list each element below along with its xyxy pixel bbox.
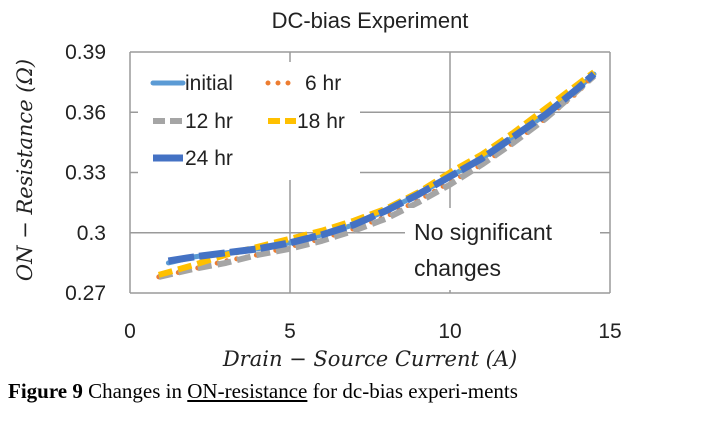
y-tick-label: 0.39	[65, 41, 106, 64]
legend: initial 6 hr 12 hr 18 hr 24 hr	[138, 62, 360, 180]
annotation-box: No significant changes	[405, 208, 600, 290]
y-axis-label: ON − Resistance (Ω)	[13, 59, 37, 281]
y-tick-label: 0.27	[65, 282, 106, 305]
x-tick-label: 15	[598, 320, 621, 343]
x-tick-label: 10	[438, 320, 461, 343]
legend-label-12hr: 12 hr	[185, 110, 233, 133]
y-tick-label: 0.33	[65, 162, 106, 185]
x-tick-label: 5	[284, 320, 296, 343]
caption-figure-label: Figure 9	[8, 379, 83, 403]
legend-label-18hr: 18 hr	[297, 110, 345, 133]
caption-text-after: for dc-bias experi-ments	[307, 379, 518, 403]
y-tick-label: 0.3	[77, 222, 106, 245]
annotation-background	[405, 208, 600, 290]
x-tick-label: 0	[124, 320, 136, 343]
caption-underlined-term: ON-resistance	[187, 379, 308, 403]
legend-label-24hr: 24 hr	[185, 147, 233, 170]
annotation-line-1: No significant	[414, 219, 553, 245]
legend-label-initial: initial	[185, 72, 233, 95]
series-lines	[156, 69, 597, 280]
figure-caption: Figure 9 Changes in ON-resistance for dc…	[8, 378, 648, 404]
chart-title: DC-bias Experiment	[272, 8, 469, 33]
annotation-line-2: changes	[414, 255, 501, 281]
y-tick-label: 0.36	[65, 101, 106, 124]
caption-text-before: Changes in	[82, 379, 188, 403]
series-line-12hr	[158, 73, 596, 280]
series-line-24hr	[167, 71, 597, 265]
chart: 0.27 0.3 0.33 0.36 0.39 0 5 10 15 DC-bias Experi…	[13, 8, 622, 371]
x-axis-label: Drain − Source Current (A)	[222, 347, 517, 371]
legend-label-6hr: 6 hr	[305, 72, 341, 95]
axes: 0.27 0.3 0.33 0.36 0.39 0 5 10 15	[65, 41, 622, 343]
